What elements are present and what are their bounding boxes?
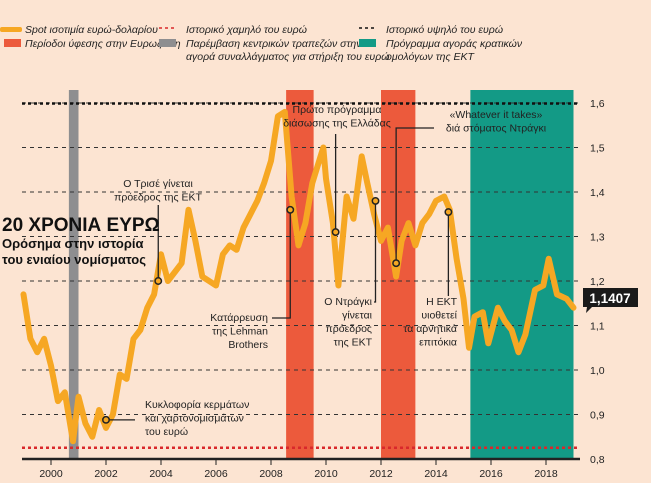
x-tick-label: 2006 — [204, 468, 228, 480]
annotation-text: του ευρώ — [145, 426, 188, 438]
x-tick-label: 2012 — [369, 468, 393, 480]
annotation-text: Η ΕΚΤ — [426, 296, 458, 308]
annotation-marker — [444, 208, 453, 216]
y-tick-label: 1,0 — [590, 365, 605, 377]
annotation-text: Ο Τρισέ γίνεται — [123, 178, 193, 190]
y-tick-label: 1,6 — [590, 98, 605, 110]
legend-label: Περίοδοι ύφεσης στην Ευρωζώνη — [25, 38, 181, 50]
x-tick-label: 2004 — [149, 468, 173, 480]
legend-label: Spot ισοτιμία ευρώ-δολαρίου — [25, 24, 158, 36]
annotation-text: Brothers — [228, 339, 268, 351]
annotation-text: τα αρνητικά — [403, 323, 457, 335]
annotation-marker — [392, 259, 401, 268]
annotation-text: της Lehman — [212, 326, 268, 338]
legend-swatch-line — [0, 27, 22, 32]
annotation-marker — [371, 196, 380, 205]
legend-label: Πρόγραμμα αγοράς κρατικών — [386, 38, 523, 50]
y-tick-label: 1,1 — [590, 321, 605, 333]
y-tick-label: 0,9 — [590, 410, 605, 422]
annotation-text: υιοθετεί — [421, 310, 457, 322]
x-tick-label: 2016 — [479, 468, 503, 480]
x-tick-label: 2014 — [424, 468, 448, 480]
last-value-callout: 1,1407 — [583, 288, 638, 313]
last-value-label: 1,1407 — [589, 291, 630, 306]
annotation-text: πρόεδρος της ΕΚΤ — [114, 192, 202, 204]
annotation-leader-line — [395, 127, 434, 264]
annotation-leader-line — [272, 209, 291, 319]
legend-label: αγορά συναλλάγματος για στήριξη του ευρώ — [186, 51, 389, 63]
annotation-text: και χαρτονομισμάτων — [145, 413, 244, 425]
y-tick-label: 0,8 — [590, 454, 605, 466]
chart-subtitle-line: Ορόσημα στην ιστορία — [2, 236, 144, 251]
x-axis: 2000 2002 2004 2006 2008 2010 2012 2014 2016 2018 — [22, 457, 580, 480]
legend-swatch-box — [359, 39, 376, 47]
annotation-leader-line — [374, 200, 377, 303]
x-tick-label: 2002 — [94, 468, 118, 480]
annotation-text: Πρώτο πρόγραμμα — [293, 104, 382, 116]
legend-swatch-box — [4, 39, 21, 47]
annotation-marker — [286, 205, 295, 214]
legend-label: Παρέμβαση κεντρικών τραπεζών στην — [186, 38, 362, 50]
chart-title: 20 ΧΡΟΝΙΑ ΕΥΡΩ — [2, 215, 160, 236]
annotation-text: «Whatever it takes» — [450, 109, 543, 121]
annotation-marker — [102, 415, 110, 424]
x-tick-label: 2000 — [39, 468, 63, 480]
y-axis: 0,8 0,9 1,0 1,1 1,2 1,3 1,4 1,5 1,6 — [590, 98, 605, 466]
legend-label: Ιστορικό χαμηλό του ευρώ — [186, 24, 307, 36]
x-tick-label: 2018 — [534, 468, 558, 480]
shade-intervention — [68, 90, 79, 458]
shaded-periods — [68, 90, 574, 458]
last-value-box — [583, 288, 638, 313]
annotation-marker — [331, 228, 340, 237]
annotation-text: Ο Ντράγκι — [324, 296, 372, 308]
annotation-text: πρόεδρος — [326, 323, 372, 335]
chart-subtitle-line: του ενιαίου νομίσματος — [2, 252, 146, 267]
annotation-text: Κυκλοφορία κερμάτων — [145, 399, 249, 411]
annotations: Ο Τρισέ γίνεται πρόεδρος της ΕΚΤ Κατάρρευσ… — [102, 104, 547, 438]
eur-usd-line — [20, 108, 577, 445]
chart-title-block: 20 ΧΡΟΝΙΑ ΕΥΡΩ Ορόσημα στην ιστορία του … — [2, 215, 160, 267]
legend-swatch-box — [159, 39, 176, 47]
annotation-text: της ΕΚΤ — [334, 337, 373, 349]
x-tick-label: 2010 — [314, 468, 338, 480]
x-tick-label: 2008 — [259, 468, 283, 480]
y-tick-label: 1,3 — [590, 232, 605, 244]
y-tick-label: 1,5 — [590, 143, 605, 155]
annotation-text: Κατάρρευση — [210, 312, 268, 324]
shade-ecb-qe — [470, 90, 574, 458]
legend-label: ομολόγων της ΕΚΤ — [386, 51, 475, 63]
annotation-text: επιτόκια — [419, 337, 457, 349]
legend: Spot ισοτιμία ευρώ-δολαρίου Περίοδοι ύφεσ… — [0, 24, 523, 63]
annotation-text: διάσωσης της Ελλάδας — [283, 118, 391, 130]
annotation-text: γίνεται — [342, 310, 373, 322]
y-tick-label: 1,2 — [590, 276, 605, 288]
annotation-marker — [154, 277, 163, 285]
y-tick-label: 1,4 — [590, 187, 605, 199]
grid — [22, 102, 578, 450]
legend-label: Ιστορικό υψηλό του ευρώ — [386, 24, 503, 36]
series — [20, 108, 577, 445]
annotation-text: διά στόματος Ντράγκι — [446, 123, 547, 135]
